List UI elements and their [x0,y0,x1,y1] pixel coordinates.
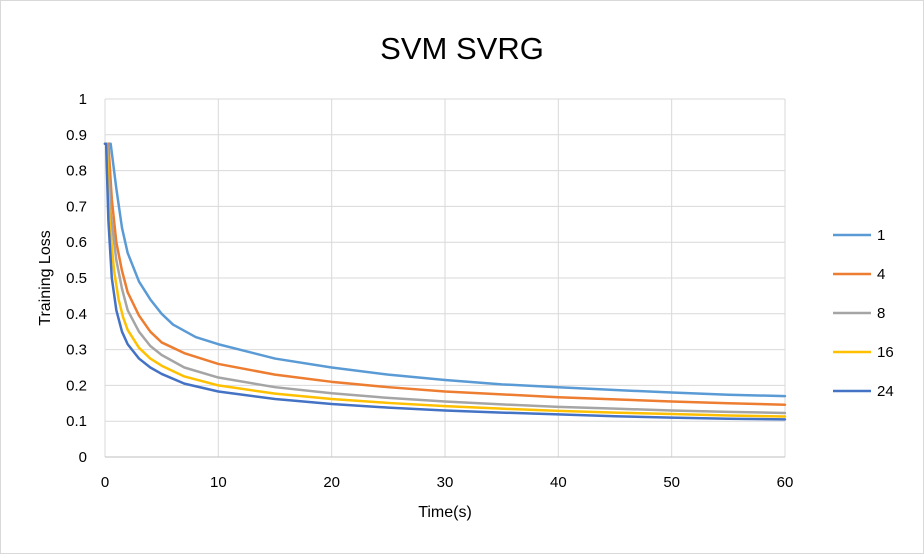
chart-title: SVM SVRG [380,31,544,66]
x-axis-label: Time(s) [418,504,472,521]
legend-label-8: 8 [877,305,885,322]
legend: 1 4 8 16 24 [833,227,894,400]
y-tick-label: 0 [79,449,87,466]
y-tick-label: 0.6 [66,234,87,251]
y-tick-label: 0.2 [66,377,87,394]
y-tick-label: 0.9 [66,127,87,144]
y-tick-label: 0.7 [66,198,87,215]
y-tick-label: 0.4 [66,306,87,323]
series-line-4 [103,142,787,406]
tick-labels: 0 10 20 30 40 50 60 0 0.1 0.2 0.3 0.4 0.5 0.6 0.7 0.8 0.… [66,91,793,491]
y-tick-label: 0.5 [66,270,87,287]
y-tick-label: 0.8 [66,163,87,180]
y-tick-label: 1 [79,91,87,108]
legend-label-24: 24 [877,383,894,400]
x-tick-label: 60 [777,474,794,491]
series-line-24 [103,142,787,421]
x-tick-label: 30 [437,474,454,491]
legend-label-1: 1 [877,227,885,244]
series-lines [103,142,787,421]
series-line-1 [103,142,787,398]
legend-label-16: 16 [877,344,894,361]
legend-label-4: 4 [877,266,885,283]
series-line-8 [103,142,787,415]
y-tick-label: 0.1 [66,413,87,430]
x-tick-label: 40 [550,474,567,491]
series-line-16 [103,142,787,418]
y-axis-label: Training Loss [37,230,54,325]
grid-lines [104,98,786,458]
x-tick-label: 0 [101,474,109,491]
x-tick-label: 20 [323,474,340,491]
x-tick-label: 10 [210,474,227,491]
x-tick-label: 50 [663,474,680,491]
y-tick-label: 0.3 [66,342,87,359]
